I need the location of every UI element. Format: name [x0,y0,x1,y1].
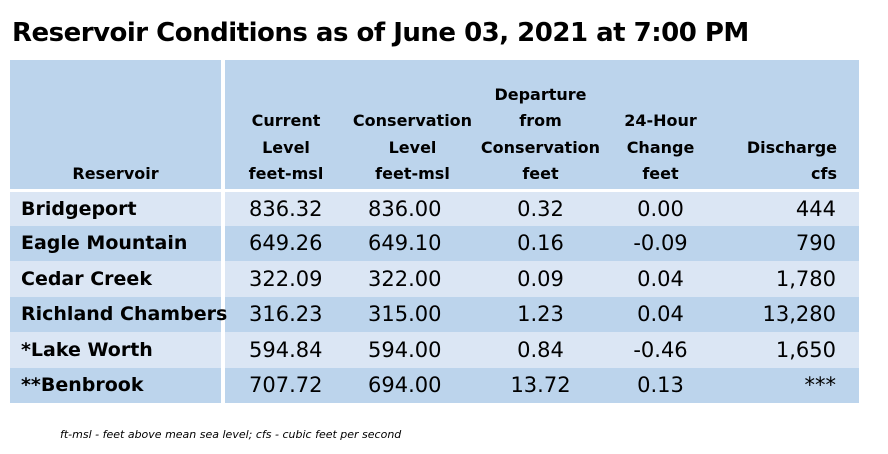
change-cell: -0.46 [603,332,718,368]
header-row: Reservoir Current Level feet-msl Conservat… [10,60,859,190]
table-row: Richland Chambers 316.23 315.00 1.23 0.04 13,… [10,296,859,332]
change-cell: 0.00 [603,190,718,226]
departure-cell: 13.72 [478,367,603,403]
reservoir-name-cell: Cedar Creek [10,261,225,297]
column-header-24-hour-change: 24-Hour Change feet [603,60,718,190]
footnote: ft-msl - feet above mean sea level; cfs … [60,428,402,441]
column-header-discharge: Discharge cfs [718,60,859,190]
departure-cell: 1.23 [478,296,603,332]
conservation-level-cell: 649.10 [347,225,478,261]
column-header-line: Conservation [480,137,601,157]
column-header-line: 24-Hour [624,111,697,130]
table-row: *Lake Worth 594.84 594.00 0.84 -0.46 1,650 [10,332,859,368]
column-header-line: Reservoir [72,164,159,183]
change-cell: 0.04 [603,296,718,332]
discharge-cell: 13,280 [718,296,859,332]
discharge-cell: *** [718,367,859,403]
discharge-cell: 1,780 [718,261,859,297]
column-header-line: Conservation [352,111,473,130]
table-row: **Benbrook 707.72 694.00 13.72 0.13 *** [10,367,859,403]
column-header-line: Level [388,137,437,157]
conservation-level-cell: 836.00 [347,190,478,226]
column-header-conservation-level: Conservation Level feet-msl [347,60,478,190]
conservation-level-cell: 594.00 [347,332,478,368]
table-row: Eagle Mountain 649.26 649.10 0.16 -0.09 790 [10,225,859,261]
departure-cell: 0.16 [478,225,603,261]
reservoir-name-cell: *Lake Worth [10,332,225,368]
column-header-line: Departure [494,84,587,104]
column-header-current-level: Current Level feet-msl [223,60,347,190]
column-header-line: Level [262,137,310,157]
column-header-line: Change [626,137,695,157]
column-header-line: feet-msl [375,164,450,183]
change-cell: 0.04 [603,261,718,297]
departure-cell: 0.09 [478,261,603,297]
conservation-level-cell: 694.00 [347,367,478,403]
current-level-cell: 594.84 [223,332,347,368]
column-header-line: cfs [811,164,837,183]
conservation-level-cell: 322.00 [347,261,478,297]
change-cell: -0.09 [603,225,718,261]
discharge-cell: 790 [718,225,859,261]
current-level-cell: 649.26 [223,225,347,261]
column-header-line: Current [251,111,321,130]
column-header-line: Discharge [746,137,837,157]
current-level-cell: 322.09 [223,261,347,297]
conservation-level-cell: 315.00 [347,296,478,332]
column-header-line: from [519,111,562,130]
column-header-line: feet [522,164,559,183]
change-cell: 0.13 [603,367,718,403]
column-header-line: feet-msl [248,164,324,183]
current-level-cell: 316.23 [223,296,347,332]
discharge-cell: 1,650 [718,332,859,368]
table-body: Bridgeport 836.32 836.00 0.32 0.00 444 Eagle M… [10,190,859,403]
column-header-reservoir: Reservoir [10,60,225,190]
column-header-departure: Departure from Conservation feet [478,60,603,190]
departure-cell: 0.84 [478,332,603,368]
current-level-cell: 707.72 [223,367,347,403]
reservoir-name-cell: Richland Chambers [10,296,227,332]
column-header-line: feet [642,164,679,183]
current-level-cell: 836.32 [223,190,347,226]
reservoir-table: Reservoir Current Level feet-msl Conservat… [10,60,859,403]
reservoir-name-cell: Bridgeport [10,190,225,226]
departure-cell: 0.32 [478,190,603,226]
page-title: Reservoir Conditions as of June 03, 2021… [12,18,749,48]
discharge-cell: 444 [718,190,859,226]
table-row: Bridgeport 836.32 836.00 0.32 0.00 444 [10,190,859,226]
reservoir-name-cell: Eagle Mountain [10,225,225,261]
reservoir-name-cell: **Benbrook [10,367,225,403]
table-row: Cedar Creek 322.09 322.00 0.09 0.04 1,780 [10,261,859,297]
